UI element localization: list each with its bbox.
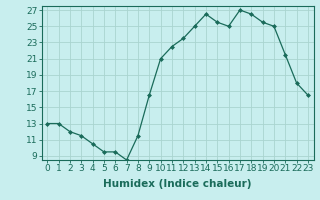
X-axis label: Humidex (Indice chaleur): Humidex (Indice chaleur): [103, 179, 252, 189]
